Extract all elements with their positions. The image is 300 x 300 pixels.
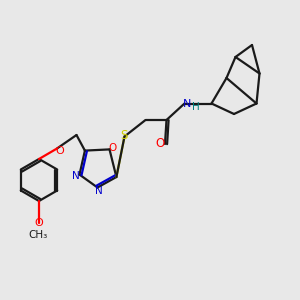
Text: H: H <box>192 102 200 112</box>
Text: O: O <box>108 142 117 153</box>
Text: O: O <box>156 137 165 150</box>
Text: CH₃: CH₃ <box>29 230 48 240</box>
Text: N: N <box>95 186 103 196</box>
Text: S: S <box>121 129 128 142</box>
Text: O: O <box>56 146 64 157</box>
Text: O: O <box>34 218 43 228</box>
Text: N: N <box>183 99 191 109</box>
Text: N: N <box>72 171 80 181</box>
